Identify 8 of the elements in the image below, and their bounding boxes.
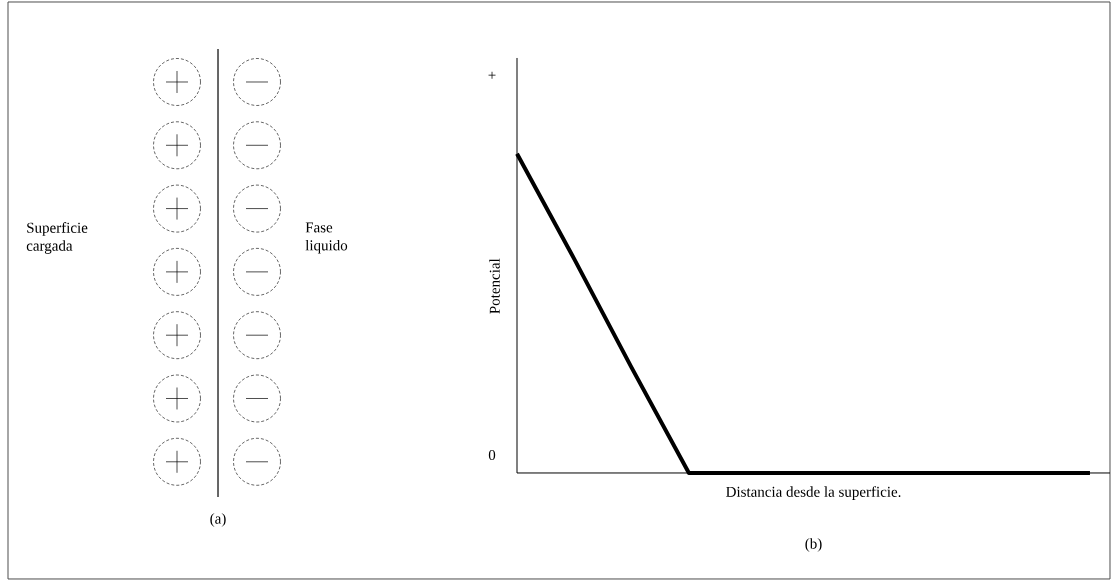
text: (b) xyxy=(805,538,822,552)
text: Fase liquido xyxy=(305,222,348,254)
y-axis-title: Potencial xyxy=(489,258,500,314)
text: + xyxy=(488,71,496,79)
text: Superficie cargada xyxy=(26,222,88,254)
x-axis-title: Distancia desde la superficie. xyxy=(726,486,901,500)
text: 0 xyxy=(488,449,496,461)
text: (a) xyxy=(210,513,226,527)
